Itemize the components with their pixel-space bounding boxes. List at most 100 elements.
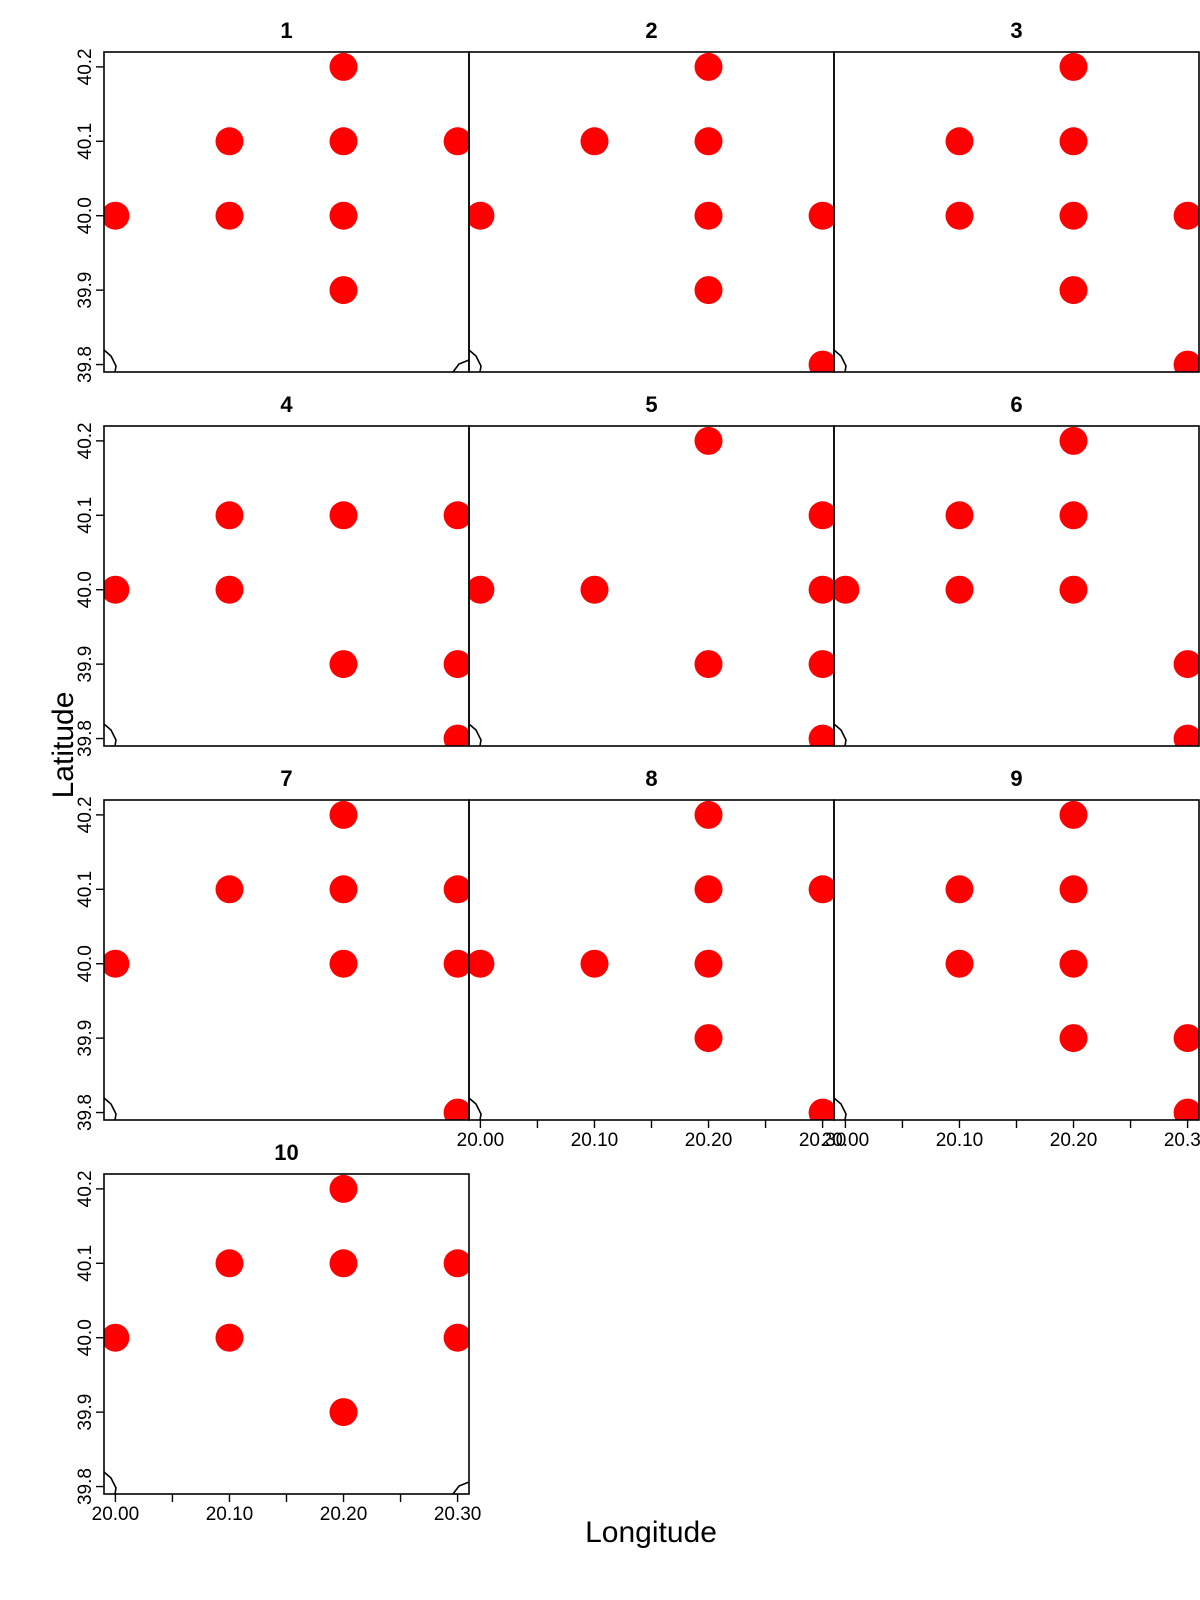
panel-frame — [468, 425, 835, 747]
panel-5: 5 — [468, 392, 835, 747]
points-group — [104, 501, 469, 746]
y-tick-label: 40.0 — [75, 1319, 96, 1356]
y-tick-label: 40.2 — [75, 796, 96, 833]
panel-6: 6 — [833, 392, 1200, 747]
points-group — [945, 52, 1199, 372]
data-point — [1059, 201, 1088, 230]
data-point — [329, 800, 358, 829]
panel-frame — [103, 799, 470, 1121]
data-point — [329, 1249, 358, 1278]
data-point — [808, 201, 834, 230]
panel-title: 10 — [274, 1140, 298, 1165]
data-point — [808, 724, 834, 746]
panel-1: 1 39.8 39.9 40.0 40.1 40.2 — [75, 18, 470, 383]
coastline-left — [103, 1097, 117, 1121]
data-point — [329, 276, 358, 305]
panel-title: 2 — [645, 18, 657, 43]
panel-9: 9 20.00 20.10 20.20 20.30 — [822, 766, 1200, 1151]
panel-frame — [468, 799, 835, 1121]
data-point — [694, 276, 723, 305]
points-group — [834, 426, 1199, 746]
data-point — [1173, 724, 1199, 746]
data-point — [694, 875, 723, 904]
x-tick-label: 20.00 — [457, 1130, 505, 1151]
x-tick-label: 20.20 — [685, 1130, 733, 1151]
data-point — [215, 201, 244, 230]
data-point — [694, 1024, 723, 1053]
data-point — [215, 1249, 244, 1278]
points-group — [469, 426, 834, 746]
points-group — [104, 1174, 469, 1427]
data-point — [1059, 1024, 1088, 1053]
data-point — [945, 875, 974, 904]
data-point — [443, 949, 469, 978]
data-point — [104, 201, 130, 230]
data-point — [808, 875, 834, 904]
panel-7: 7 39.8 39.9 40.0 40.1 40.2 — [75, 766, 470, 1131]
points-group — [469, 800, 834, 1120]
x-tick-label: 20.30 — [434, 1504, 482, 1525]
data-point — [443, 1098, 469, 1120]
data-point — [443, 127, 469, 156]
data-point — [580, 949, 609, 978]
data-point — [808, 650, 834, 679]
data-point — [694, 127, 723, 156]
y-tick-label: 40.2 — [75, 1170, 96, 1207]
data-point — [1059, 800, 1088, 829]
y-tick-label: 39.9 — [75, 1020, 96, 1057]
data-point — [945, 949, 974, 978]
data-point — [443, 501, 469, 530]
data-point — [1059, 426, 1088, 455]
data-point — [1173, 1024, 1199, 1053]
points-group — [945, 800, 1199, 1120]
data-point — [215, 127, 244, 156]
y-tick-label: 39.9 — [75, 272, 96, 309]
x-tick-label: 20.30 — [1164, 1130, 1200, 1151]
y-tick-label: 40.0 — [75, 571, 96, 608]
panel-4: 4 39.8 39.9 40.0 40.1 40.2 — [75, 392, 470, 757]
data-point — [329, 875, 358, 904]
data-point — [694, 949, 723, 978]
data-point — [1173, 350, 1199, 372]
panel-title: 7 — [280, 766, 292, 791]
data-point — [469, 575, 495, 604]
y-tick-label: 39.8 — [75, 1468, 96, 1505]
y-tick-label: 39.8 — [75, 1094, 96, 1131]
panel-title: 3 — [1010, 18, 1022, 43]
data-point — [329, 949, 358, 978]
coastline-right — [452, 359, 469, 372]
panel-frame — [833, 51, 1200, 373]
coastline-right — [452, 1481, 469, 1494]
y-axis-title: Latitude — [47, 692, 80, 799]
data-point — [469, 949, 495, 978]
panel-frame — [833, 425, 1200, 747]
x-tick-label: 20.10 — [206, 1504, 254, 1525]
x-tick-label: 20.00 — [822, 1130, 870, 1151]
x-tick-label: 20.10 — [936, 1130, 984, 1151]
y-tick-label: 39.8 — [75, 346, 96, 383]
coastline-left — [468, 1097, 482, 1121]
data-point — [443, 1249, 469, 1278]
panel-frame — [103, 51, 470, 373]
x-tick-label: 20.20 — [320, 1504, 368, 1525]
coastline-left — [103, 349, 117, 373]
data-point — [834, 575, 860, 604]
data-point — [694, 426, 723, 455]
coastline-left — [833, 349, 847, 373]
panel-title: 9 — [1010, 766, 1022, 791]
coastline-left — [468, 723, 482, 747]
y-tick-label: 40.2 — [75, 422, 96, 459]
x-tick-label: 20.20 — [1050, 1130, 1098, 1151]
coastline-left — [468, 349, 482, 373]
panel-3: 3 — [833, 18, 1200, 373]
data-point — [329, 127, 358, 156]
y-tick-label: 40.1 — [75, 123, 96, 160]
data-point — [694, 800, 723, 829]
y-tick-label: 40.0 — [75, 945, 96, 982]
data-point — [329, 1398, 358, 1427]
data-point — [469, 201, 495, 230]
y-tick-label: 39.9 — [75, 1394, 96, 1431]
panel-frame — [833, 799, 1200, 1121]
panel-8: 8 20.00 20.10 20.20 20.30 — [457, 766, 847, 1151]
